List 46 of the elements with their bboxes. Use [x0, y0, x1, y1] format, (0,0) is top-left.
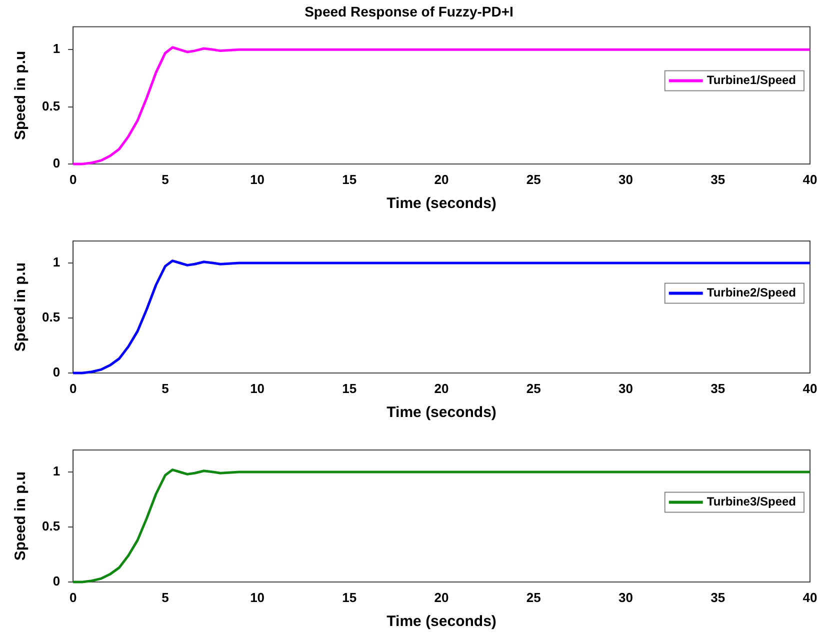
y-tick-label: 1	[52, 464, 60, 479]
y-axis-title: Speed in p.u	[12, 471, 30, 561]
x-axis-title: Time (seconds)	[386, 404, 496, 422]
x-tick-label: 35	[710, 172, 726, 188]
x-tick-label: 10	[250, 381, 265, 396]
x-tick-label: 5	[162, 381, 169, 396]
legend-label: Turbine3/Speed	[706, 494, 796, 509]
x-tick-label: 15	[342, 590, 357, 606]
chart-title: Speed Response of Fuzzy-PD+I	[304, 3, 514, 20]
x-tick-label: 5	[162, 172, 169, 188]
x-tick-label: 25	[526, 172, 541, 188]
y-tick-label: 0.5	[42, 310, 60, 325]
x-tick-label: 0	[69, 381, 77, 396]
x-tick-label: 15	[342, 172, 357, 188]
legend-label: Turbine1/Speed	[706, 73, 796, 88]
x-tick-label: 5	[162, 590, 169, 606]
y-tick-label: 1	[52, 254, 60, 270]
x-tick-label: 30	[618, 172, 633, 188]
y-tick-label: 0.5	[42, 518, 60, 534]
x-tick-label: 35	[710, 381, 726, 396]
x-axis-title: Time (seconds)	[386, 613, 496, 630]
y-axis-title: Speed in p.u	[12, 262, 30, 352]
x-tick-label: 20	[434, 381, 449, 396]
x-tick-label: 25	[526, 381, 541, 396]
legend-label: Turbine2/Speed	[706, 286, 796, 300]
x-tick-label: 0	[69, 172, 77, 188]
x-tick-label: 30	[618, 590, 633, 606]
x-tick-label: 40	[802, 590, 818, 606]
y-tick-label: 0.5	[42, 98, 60, 114]
y-tick-label: 0	[52, 156, 60, 171]
x-tick-label: 10	[250, 172, 265, 188]
y-axis-title: Speed in p.u	[12, 50, 30, 140]
y-tick-label: 1	[52, 41, 60, 56]
x-axis-title: Time (seconds)	[386, 195, 496, 212]
x-tick-label: 40	[802, 381, 818, 396]
x-tick-label: 30	[618, 381, 633, 396]
x-tick-label: 20	[434, 590, 449, 606]
y-tick-label: 0	[52, 574, 60, 589]
x-tick-label: 15	[342, 381, 357, 396]
x-tick-label: 10	[250, 590, 265, 606]
x-tick-label: 20	[434, 172, 449, 188]
x-tick-label: 0	[69, 590, 77, 606]
x-tick-label: 25	[526, 590, 541, 606]
x-tick-label: 40	[802, 172, 818, 188]
x-tick-label: 35	[710, 590, 726, 606]
y-tick-label: 0	[52, 364, 60, 380]
